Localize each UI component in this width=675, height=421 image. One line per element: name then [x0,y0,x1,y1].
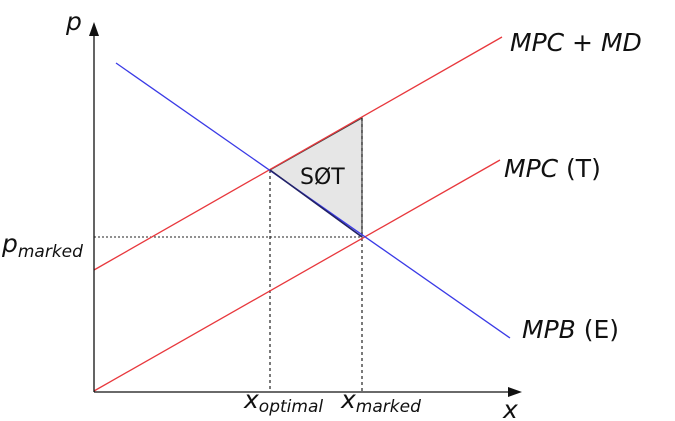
x-axis-arrow-icon [508,387,522,397]
market-quantity-label: xmarked [340,385,421,417]
mpc-line [93,159,501,392]
y-axis-label: p [65,7,82,36]
mpc-md-label: MPC + MD [510,28,642,57]
deadweight-hypotenuse [269,169,363,238]
optimal-quantity-label: xoptimal [243,385,323,417]
deadweight-loss-label: SØT [300,165,345,190]
market-price-label: pmarked [1,229,83,262]
mpc-md-line [93,36,503,271]
mpb-label: MPB (E) [522,315,619,344]
mpc-label: MPC (T) [504,154,601,183]
x-axis-label: x [502,395,518,421]
y-axis-arrow-icon [89,22,99,36]
